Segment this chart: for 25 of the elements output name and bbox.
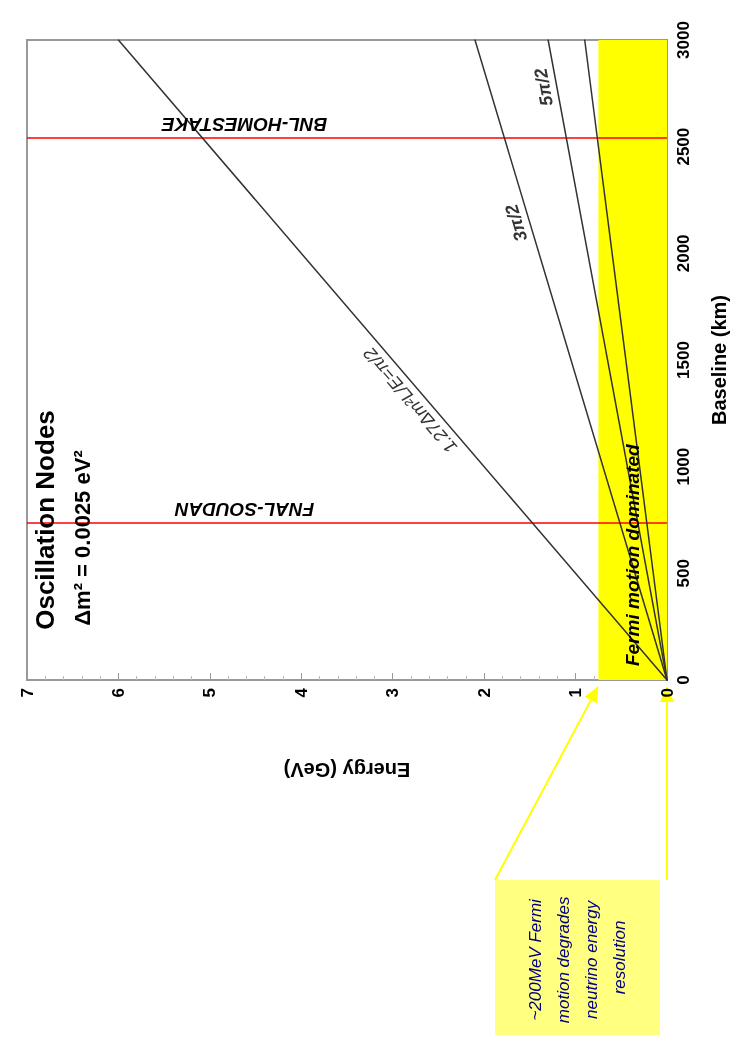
text: 5π/2 [530,66,557,108]
text: Oscillation Nodes [30,410,60,630]
x-tick-label: 3 [383,688,403,698]
y-tick-label: 2000 [674,234,693,273]
x-axis-title: Energy (GeV) [283,759,411,781]
x-tick-label: 7 [17,688,37,698]
text: ~200MeV Fermi motion degrades neutrino energy resolution [526,891,629,1024]
y-tick-label: 500 [674,559,693,588]
band-label: Fermi motion dominated [622,443,644,666]
x-tick-label: 5 [200,688,220,698]
text: 3π/2 [501,201,532,244]
x-tick-label: 6 [108,688,128,698]
text: Δm² = 0.0025 eV² [69,450,95,626]
x-tick-label: 0 [657,688,677,698]
y-tick-label: 2500 [674,127,693,166]
y-tick-label: 3000 [674,21,693,59]
x-tick-label: 1 [566,688,586,698]
y-axis-title: Baseline (km) [708,294,730,426]
ref-line-label: FNAL-SOUDAN [173,499,315,521]
x-tick-label: 2 [474,688,494,698]
x-tick-label: 4 [291,687,311,698]
y-tick-label: 1500 [674,341,693,379]
y-tick-label: 0 [674,675,693,685]
ref-line-label: BNL-HOMESTAKE [160,114,328,136]
y-tick-label: 1000 [674,447,693,486]
